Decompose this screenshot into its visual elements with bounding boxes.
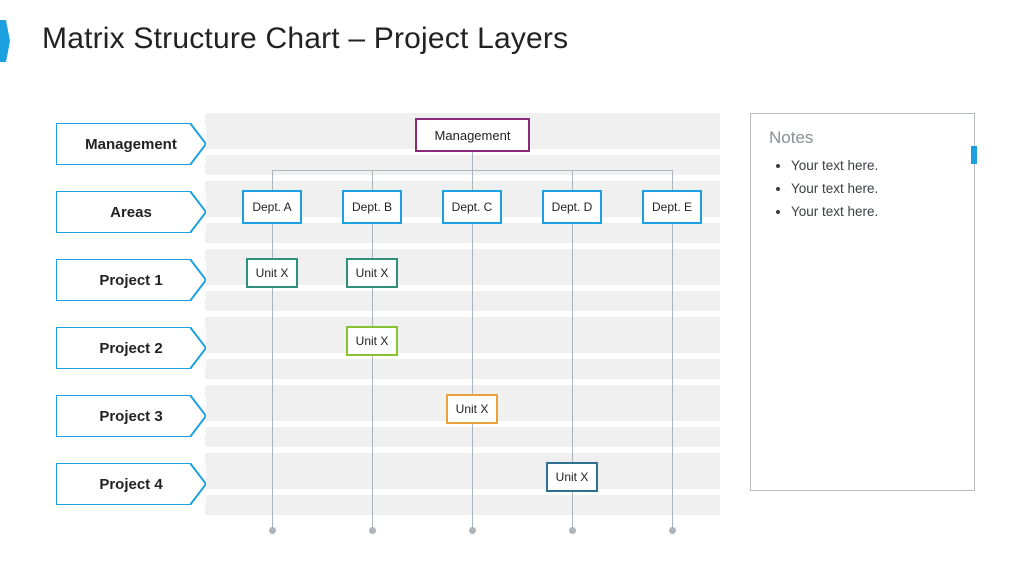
row-label: Management: [56, 123, 206, 165]
row-label-text: Management: [85, 136, 177, 153]
chart-band: [205, 317, 720, 379]
notes-panel: Notes Your text here.Your text here.Your…: [750, 113, 975, 491]
node-dept-b: Dept. B: [342, 190, 402, 224]
node-label: Dept. A: [252, 200, 291, 214]
connector-v: [472, 170, 473, 190]
row-label-text: Project 1: [99, 272, 162, 289]
connector-dot: [469, 527, 476, 534]
node-dept-a: Dept. A: [242, 190, 302, 224]
row-label: Project 4: [56, 463, 206, 505]
row-label: Project 1: [56, 259, 206, 301]
node-label: Unit X: [256, 266, 289, 280]
connector-dot: [669, 527, 676, 534]
connector-v: [672, 224, 673, 530]
node-dept-e: Dept. E: [642, 190, 702, 224]
node-unit-b1: Unit X: [346, 258, 398, 288]
connector-v: [472, 152, 473, 170]
connector-v: [672, 170, 673, 190]
node-label: Unit X: [356, 334, 389, 348]
node-label: Dept. B: [352, 200, 392, 214]
connector-dot: [569, 527, 576, 534]
connector-dot: [269, 527, 276, 534]
connector-v: [272, 170, 273, 190]
connector-v: [572, 170, 573, 190]
node-label: Unit X: [456, 402, 489, 416]
node-dept-d: Dept. D: [542, 190, 602, 224]
node-unit-a1: Unit X: [246, 258, 298, 288]
node-dept-c: Dept. C: [442, 190, 502, 224]
chart-band-gap: [205, 353, 720, 359]
notes-item: Your text here.: [791, 181, 956, 196]
node-mgmt: Management: [415, 118, 530, 152]
notes-title: Notes: [769, 128, 956, 148]
row-label: Project 2: [56, 327, 206, 369]
title-accent: [0, 20, 10, 62]
row-label: Areas: [56, 191, 206, 233]
node-label: Management: [435, 128, 511, 143]
connector-v: [372, 170, 373, 190]
row-label-text: Project 4: [99, 476, 162, 493]
node-label: Unit X: [356, 266, 389, 280]
notes-item: Your text here.: [791, 204, 956, 219]
row-label-text: Project 2: [99, 340, 162, 357]
slide-title: Matrix Structure Chart – Project Layers: [42, 22, 568, 56]
node-label: Dept. D: [552, 200, 593, 214]
row-label-text: Project 3: [99, 408, 162, 425]
node-unit-c3: Unit X: [446, 394, 498, 424]
row-label: Project 3: [56, 395, 206, 437]
notes-list: Your text here. Your text here. Your text …: [769, 158, 956, 219]
notes-accent-dash: [971, 146, 977, 164]
node-unit-d4: Unit X: [546, 462, 598, 492]
connector-v: [472, 224, 473, 530]
notes-item: Your text here.: [791, 158, 956, 173]
node-unit-b2: Unit X: [346, 326, 398, 356]
chart-band: [205, 453, 720, 515]
row-label-text: Areas: [110, 204, 152, 221]
node-label: Unit X: [556, 470, 589, 484]
connector-dot: [369, 527, 376, 534]
node-label: Dept. E: [652, 200, 692, 214]
node-label: Dept. C: [452, 200, 493, 214]
chart-band-gap: [205, 489, 720, 495]
